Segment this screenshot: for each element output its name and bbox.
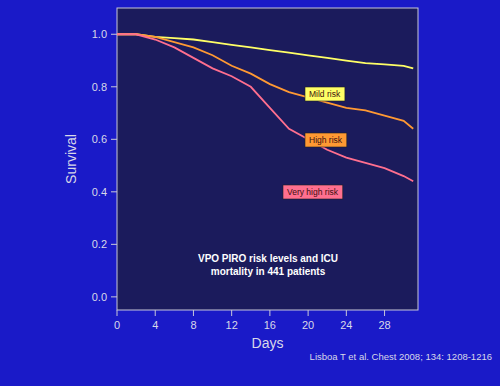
x-tick xyxy=(117,310,118,316)
y-tick xyxy=(111,244,117,245)
y-tick xyxy=(111,191,117,192)
source: Lisboa T et al. Chest 2008; 134: 1208-12… xyxy=(310,351,492,362)
x-tick xyxy=(269,310,270,316)
plot-area xyxy=(117,8,418,310)
y-axis-label: Survival xyxy=(63,134,79,184)
background xyxy=(0,0,500,386)
y-tick-label: 0.0 xyxy=(92,291,107,303)
x-tick xyxy=(155,310,156,316)
legend-item: High risk xyxy=(305,133,347,147)
y-tick-label: 0.2 xyxy=(92,238,107,250)
chart: 0.0 0.2 0.4 0.6 0.8 1.0 0 4 8 12 16 20 24 28 Survival D… xyxy=(0,0,500,386)
legend-box xyxy=(305,133,347,147)
x-tick-label: 4 xyxy=(152,319,158,331)
series-line xyxy=(117,34,413,129)
x-tick-label: 8 xyxy=(190,319,196,331)
y-tick xyxy=(111,86,117,87)
legend-label: Mild risk xyxy=(309,89,341,99)
legend-label: Very high risk xyxy=(287,187,339,197)
x-tick xyxy=(193,310,194,316)
x-tick-label: 0 xyxy=(114,319,120,331)
x-tick-label: 12 xyxy=(226,319,238,331)
series-group xyxy=(117,34,413,181)
y-tick-label: 1.0 xyxy=(92,28,107,40)
y-tick-label: 0.6 xyxy=(92,133,107,145)
x-tick xyxy=(308,310,309,316)
y-tick xyxy=(111,296,117,297)
legend-box xyxy=(283,185,343,199)
x-axis-label: Days xyxy=(252,335,284,351)
legend-label: High risk xyxy=(309,135,343,145)
y-tick xyxy=(111,34,117,35)
legend-box xyxy=(305,87,345,101)
x-tick-label: 28 xyxy=(378,319,390,331)
legend-item: Very high risk xyxy=(283,185,343,199)
annotation: VPO PIRO risk levels and ICU xyxy=(198,253,338,264)
annotation: mortality in 441 patients xyxy=(211,266,326,277)
x-tick xyxy=(384,310,385,316)
series-line xyxy=(117,34,413,181)
y-tick xyxy=(111,139,117,140)
x-tick-label: 16 xyxy=(264,319,276,331)
y-tick-label: 0.8 xyxy=(92,81,107,93)
y-tick-label: 0.4 xyxy=(92,186,107,198)
x-tick-label: 20 xyxy=(302,319,314,331)
x-tick-label: 24 xyxy=(340,319,352,331)
x-tick xyxy=(346,310,347,316)
legend-item: Mild risk xyxy=(305,87,345,101)
x-tick xyxy=(231,310,232,316)
